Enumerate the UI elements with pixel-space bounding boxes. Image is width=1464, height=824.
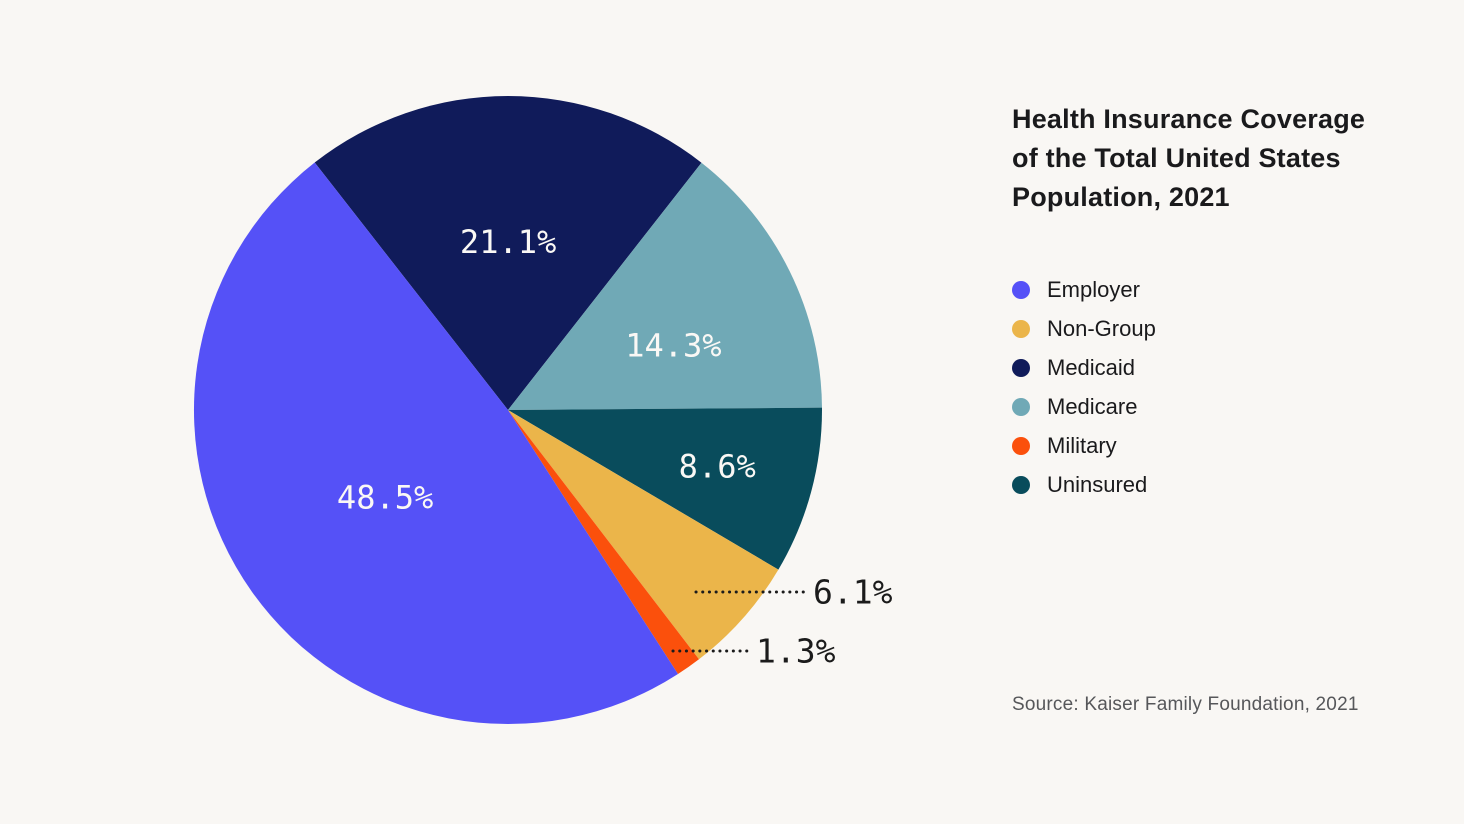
pie-value-label-non-group: 6.1%: [813, 573, 893, 612]
legend-swatch-medicare: [1012, 398, 1030, 416]
pie-value-label-medicare: 14.3%: [625, 327, 721, 365]
legend-swatch-non-group: [1012, 320, 1030, 338]
pie-value-label-employer: 48.5%: [337, 478, 433, 516]
pie-value-label-uninsured: 8.6%: [679, 447, 756, 485]
chart-title: Health Insurance Coverage of the Total U…: [1012, 100, 1365, 217]
legend-item-non-group: Non-Group: [1012, 316, 1156, 341]
pie-slice-employer: [193, 162, 678, 725]
legend-label-medicare: Medicare: [1047, 394, 1138, 419]
legend-label-employer: Employer: [1047, 277, 1140, 302]
chart-title-line-1: Health Insurance Coverage: [1012, 104, 1366, 134]
legend-item-uninsured: Uninsured: [1012, 472, 1156, 497]
source-note: Source: Kaiser Family Foundation, 2021: [1012, 694, 1359, 715]
pie-slice-medicare: [508, 162, 822, 410]
pie-slice-military: [508, 410, 699, 675]
legend-label-non-group: Non-Group: [1047, 316, 1156, 341]
pie-slice-uninsured: [508, 407, 822, 570]
legend-item-medicare: Medicare: [1012, 394, 1156, 419]
legend-item-employer: Employer: [1012, 277, 1156, 302]
legend-swatch-employer: [1012, 281, 1030, 299]
legend-swatch-military: [1012, 437, 1030, 455]
legend-item-military: Military: [1012, 433, 1156, 458]
legend-item-medicaid: Medicaid: [1012, 355, 1156, 380]
chart-title-line-3: Population, 2021: [1012, 182, 1230, 212]
legend-label-medicaid: Medicaid: [1047, 355, 1136, 380]
chart-title-line-2: of the Total United States: [1012, 143, 1341, 173]
pie-slice-medicaid: [314, 95, 702, 410]
legend: Employer Non-Group Medicaid Medicare Mil…: [1012, 277, 1156, 497]
pie-slice-non-group: [508, 410, 779, 660]
legend-label-military: Military: [1047, 433, 1117, 458]
pie-value-label-military: 1.3%: [756, 632, 836, 671]
pie-value-label-medicaid: 21.1%: [460, 223, 556, 261]
legend-swatch-uninsured: [1012, 476, 1030, 494]
legend-label-uninsured: Uninsured: [1047, 472, 1148, 497]
legend-swatch-medicaid: [1012, 359, 1030, 377]
